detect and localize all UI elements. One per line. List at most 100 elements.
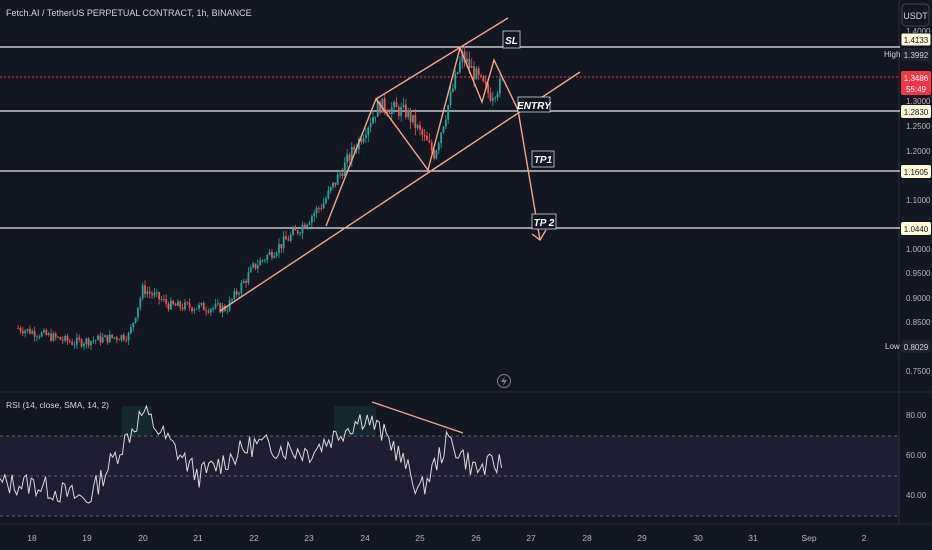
channel-upper-line[interactable] [375, 17, 509, 100]
candle-body [31, 331, 34, 334]
rsi-tick: 80.00 [906, 411, 927, 420]
candle-body [200, 303, 203, 305]
candle-body [205, 310, 208, 312]
price-tick: 1.0000 [906, 245, 931, 254]
candle-body [158, 292, 161, 300]
annotation-entry-text: ENTRY [517, 101, 552, 112]
candle-body [393, 102, 396, 108]
price-tick: 0.9000 [906, 294, 931, 303]
candle-body [141, 285, 144, 299]
candle-body [327, 190, 330, 199]
svg-text:1.3992: 1.3992 [904, 51, 929, 60]
annotation-tp1-text: TP1 [534, 155, 553, 166]
rsi-divergence-line[interactable] [371, 401, 464, 434]
candle-body [240, 282, 243, 294]
candle-body [226, 310, 229, 312]
candle-body [400, 106, 403, 116]
candle-body [346, 154, 349, 163]
candle-body [216, 303, 219, 305]
price-tick: 0.7500 [906, 367, 931, 376]
candle-body [80, 339, 83, 347]
candle-body [318, 208, 320, 209]
candle-body [397, 107, 400, 116]
candle-body [66, 336, 69, 342]
candle-body [412, 115, 414, 123]
candle-body [259, 260, 262, 266]
candle-body [47, 333, 50, 335]
candle-body [247, 272, 250, 283]
candle-body [254, 263, 257, 269]
candle-body [419, 125, 421, 130]
candle-body [238, 293, 240, 295]
time-tick: 18 [27, 533, 37, 543]
candle-body [263, 259, 266, 261]
candle-body [350, 147, 353, 161]
candle-body [167, 303, 170, 310]
candle-body [219, 303, 222, 313]
candle-body [449, 91, 452, 106]
candle-body [459, 61, 461, 73]
candle-body [125, 339, 128, 341]
candle-body [188, 303, 191, 308]
candle-body [275, 252, 278, 256]
candle-body [160, 299, 163, 301]
currency-button[interactable]: USDT [901, 3, 930, 27]
candle-body [468, 58, 471, 68]
candle-body [148, 291, 151, 294]
candle-body [52, 333, 55, 341]
candle-body [54, 333, 57, 337]
candle-body [195, 308, 198, 310]
lightning-icon[interactable] [497, 374, 511, 388]
candle-body [433, 150, 435, 159]
rsi-line [0, 404, 503, 504]
candle-body [491, 97, 494, 101]
candle-body [442, 126, 445, 133]
candle-body [162, 298, 165, 300]
candle-body [461, 51, 464, 62]
candle-body [57, 336, 59, 338]
annotation-tp2[interactable]: TP 2 [531, 213, 557, 230]
candles-layer [17, 45, 504, 351]
candle-body [155, 292, 158, 293]
candle-body [313, 213, 316, 217]
candle-body [402, 104, 405, 107]
time-axis[interactable]: 18 19 20 21 22 23 24 25 26 27 28 29 30 3… [27, 533, 866, 543]
candle-body [374, 116, 377, 118]
candle-body [99, 335, 102, 343]
candle-body [489, 93, 492, 101]
annotation-entry[interactable]: ENTRY [517, 96, 552, 113]
annotation-tp1[interactable]: TP1 [531, 150, 555, 168]
annotation-sl[interactable]: SL [502, 30, 521, 49]
price-axis[interactable]: 1.4000 1.3000 1.2500 1.2000 1.1000 1.000… [884, 27, 932, 376]
candle-body [336, 174, 339, 185]
candle-body [289, 234, 292, 241]
candle-body [454, 73, 457, 89]
candle-body [113, 337, 116, 339]
candle-body [463, 51, 466, 62]
candle-body [494, 97, 497, 99]
high-price-label: High 1.3992 [884, 48, 931, 61]
candle-body [83, 344, 85, 347]
svg-text:High: High [884, 50, 900, 59]
time-tick: Sep [801, 533, 816, 543]
candle-body [97, 335, 99, 341]
candle-body [407, 110, 410, 118]
candle-body [33, 331, 36, 337]
candle-body [322, 203, 325, 209]
zigzag-pattern[interactable] [325, 45, 541, 241]
time-tick: 30 [693, 533, 703, 543]
price-tick: 1.2500 [906, 122, 931, 131]
candle-body [94, 340, 97, 341]
candle-body [376, 101, 379, 117]
time-tick: 21 [193, 533, 203, 543]
candle-body [362, 138, 365, 143]
candle-body [249, 267, 252, 273]
candle-body [261, 260, 264, 261]
rsi-pane[interactable]: RSI (14, close, SMA, 14, 2) 80.00 60.00 … [0, 400, 927, 517]
candle-body [24, 330, 27, 334]
candle-body [341, 173, 344, 177]
level-price-label: 1.2830 [901, 105, 931, 118]
candle-body [480, 74, 482, 77]
